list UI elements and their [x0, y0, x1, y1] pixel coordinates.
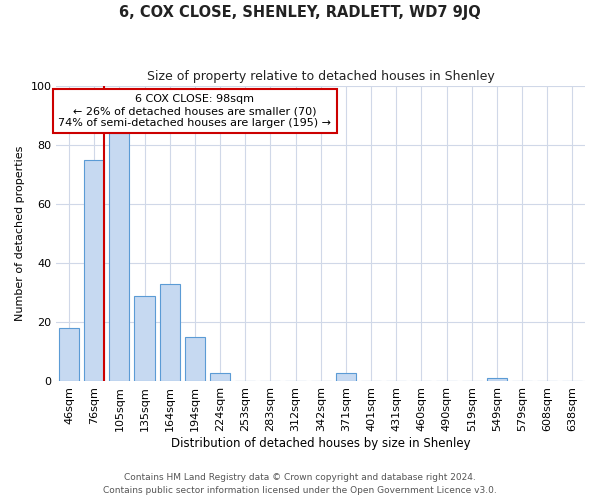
Bar — [59, 328, 79, 382]
Bar — [84, 160, 104, 382]
Text: 6 COX CLOSE: 98sqm
← 26% of detached houses are smaller (70)
74% of semi-detache: 6 COX CLOSE: 98sqm ← 26% of detached hou… — [58, 94, 331, 128]
Text: 6, COX CLOSE, SHENLEY, RADLETT, WD7 9JQ: 6, COX CLOSE, SHENLEY, RADLETT, WD7 9JQ — [119, 5, 481, 20]
Bar — [134, 296, 155, 382]
Title: Size of property relative to detached houses in Shenley: Size of property relative to detached ho… — [147, 70, 494, 83]
Y-axis label: Number of detached properties: Number of detached properties — [15, 146, 25, 321]
Bar — [185, 337, 205, 382]
Bar — [109, 133, 130, 382]
Text: Contains HM Land Registry data © Crown copyright and database right 2024.
Contai: Contains HM Land Registry data © Crown c… — [103, 473, 497, 495]
Bar — [160, 284, 180, 382]
Bar — [336, 372, 356, 382]
X-axis label: Distribution of detached houses by size in Shenley: Distribution of detached houses by size … — [171, 437, 470, 450]
Bar — [210, 372, 230, 382]
Bar — [487, 378, 507, 382]
